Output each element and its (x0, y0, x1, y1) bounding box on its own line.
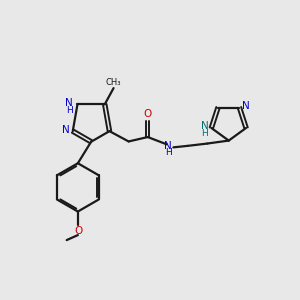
Text: N: N (201, 122, 209, 131)
Text: CH₃: CH₃ (106, 78, 121, 87)
Text: N: N (242, 101, 250, 111)
Text: H: H (165, 148, 172, 157)
Text: H: H (202, 129, 208, 138)
Text: O: O (144, 110, 152, 119)
Text: N: N (62, 125, 70, 135)
Text: N: N (164, 141, 172, 151)
Text: O: O (75, 226, 83, 236)
Text: H: H (66, 106, 73, 115)
Text: N: N (65, 98, 73, 108)
